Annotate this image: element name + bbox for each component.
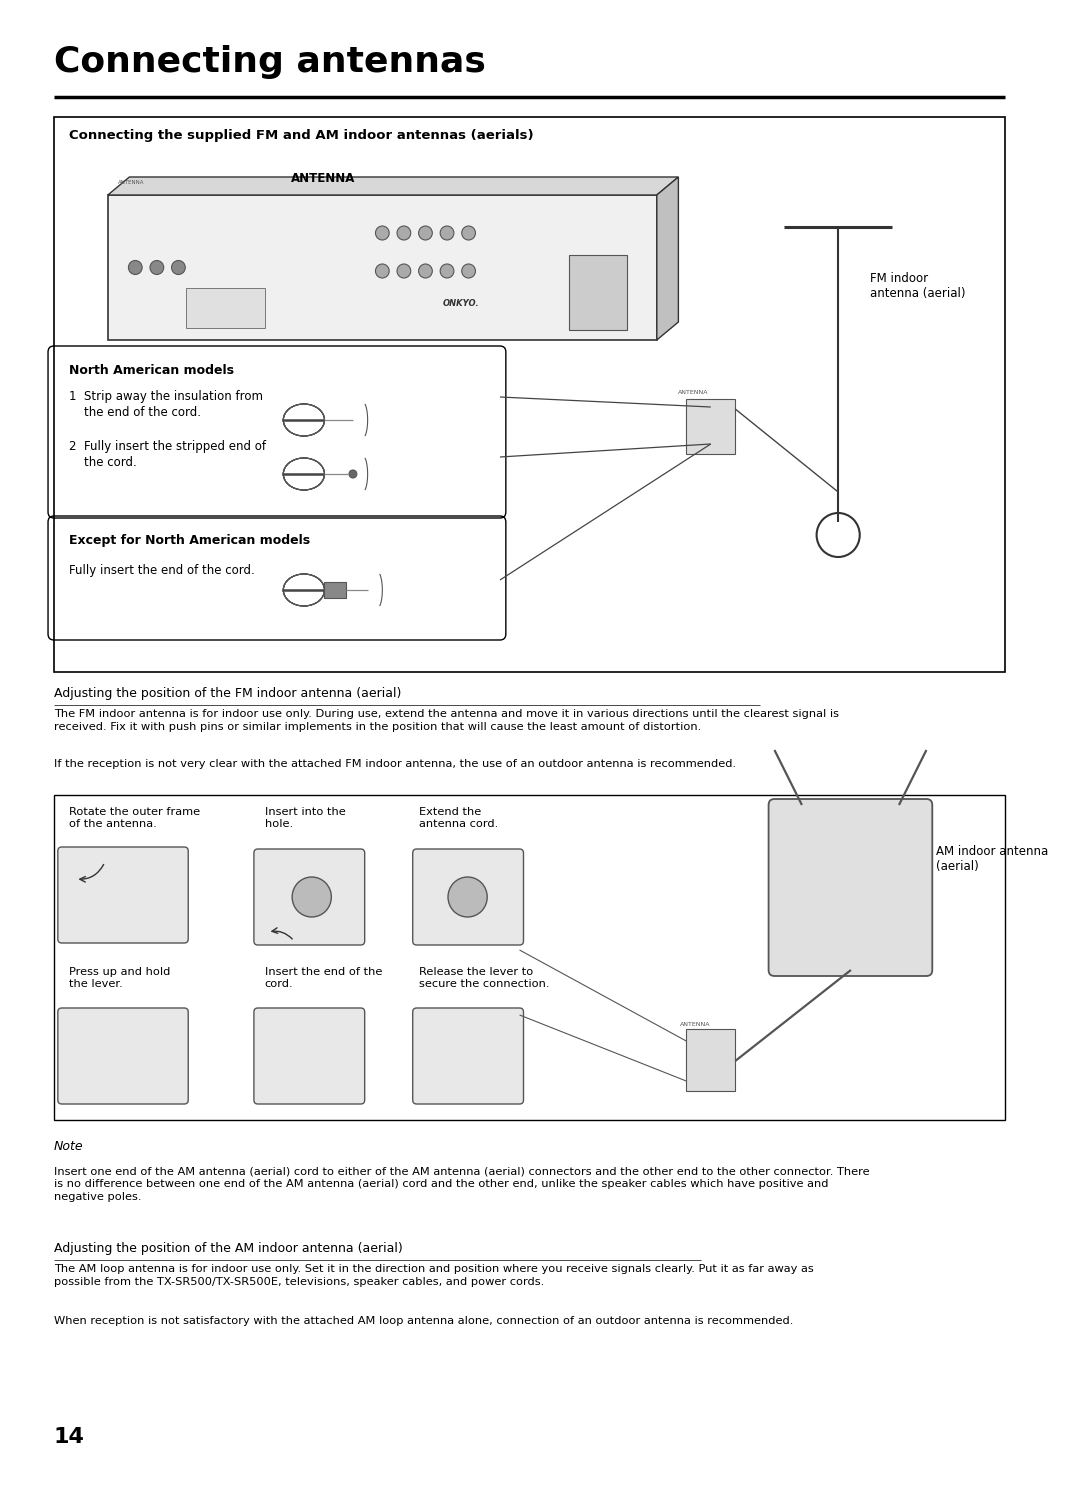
FancyBboxPatch shape — [769, 799, 932, 976]
FancyBboxPatch shape — [58, 846, 188, 943]
Circle shape — [292, 878, 332, 918]
Circle shape — [397, 264, 410, 278]
Circle shape — [397, 226, 410, 241]
Circle shape — [172, 260, 186, 275]
Bar — [186, 288, 265, 328]
Polygon shape — [657, 177, 678, 340]
Text: The AM loop antenna is for indoor use only. Set it in the direction and position: The AM loop antenna is for indoor use on… — [54, 1264, 813, 1287]
Text: Insert into the
hole.: Insert into the hole. — [265, 806, 346, 830]
Text: 1  Strip away the insulation from
    the end of the cord.: 1 Strip away the insulation from the end… — [69, 391, 262, 419]
Circle shape — [441, 226, 454, 241]
Text: ANTENNA: ANTENNA — [678, 391, 708, 395]
Text: Adjusting the position of the AM indoor antenna (aerial): Adjusting the position of the AM indoor … — [54, 1241, 403, 1255]
Text: Extend the
antenna cord.: Extend the antenna cord. — [419, 806, 498, 830]
Text: Connecting antennas: Connecting antennas — [54, 45, 486, 79]
Text: FM indoor
antenna (aerial): FM indoor antenna (aerial) — [869, 272, 966, 300]
Text: 2  Fully insert the stripped end of
    the cord.: 2 Fully insert the stripped end of the c… — [69, 440, 266, 469]
FancyBboxPatch shape — [254, 1008, 365, 1103]
Text: AM indoor antenna
(aerial): AM indoor antenna (aerial) — [936, 845, 1049, 873]
FancyBboxPatch shape — [58, 1008, 188, 1103]
Circle shape — [150, 260, 164, 275]
Text: If the reception is not very clear with the attached FM indoor antenna, the use : If the reception is not very clear with … — [54, 759, 737, 769]
Text: North American models: North American models — [69, 364, 233, 377]
Circle shape — [419, 264, 432, 278]
Text: Rotate the outer frame
of the antenna.: Rotate the outer frame of the antenna. — [69, 806, 200, 830]
Circle shape — [462, 264, 475, 278]
FancyBboxPatch shape — [254, 849, 365, 944]
Text: Release the lever to
secure the connection.: Release the lever to secure the connecti… — [419, 967, 549, 989]
Text: Connecting the supplied FM and AM indoor antennas (aerials): Connecting the supplied FM and AM indoor… — [69, 129, 534, 143]
FancyBboxPatch shape — [413, 1008, 524, 1103]
Text: ANTENNA: ANTENNA — [680, 1022, 711, 1028]
Text: 14: 14 — [54, 1427, 85, 1446]
Text: ANTENNA: ANTENNA — [292, 172, 355, 186]
Text: ONKYO.: ONKYO. — [443, 298, 480, 307]
Bar — [108, 195, 657, 340]
Text: Fully insert the end of the cord.: Fully insert the end of the cord. — [69, 564, 255, 578]
Circle shape — [376, 264, 389, 278]
Text: When reception is not satisfactory with the attached AM loop antenna alone, conn: When reception is not satisfactory with … — [54, 1316, 794, 1326]
Circle shape — [462, 226, 475, 241]
Bar — [686, 399, 735, 454]
Text: Adjusting the position of the FM indoor antenna (aerial): Adjusting the position of the FM indoor … — [54, 688, 402, 699]
Text: Note: Note — [54, 1140, 83, 1152]
Circle shape — [419, 226, 432, 241]
Bar — [54, 117, 1004, 673]
Text: Except for North American models: Except for North American models — [69, 535, 310, 546]
Circle shape — [441, 264, 454, 278]
Text: ANTENNA: ANTENNA — [118, 181, 144, 186]
Bar — [568, 255, 627, 330]
Bar — [324, 582, 346, 598]
Text: The FM indoor antenna is for indoor use only. During use, extend the antenna and: The FM indoor antenna is for indoor use … — [54, 708, 839, 732]
Circle shape — [129, 260, 143, 275]
Bar — [54, 794, 1004, 1120]
Bar — [686, 1029, 735, 1091]
Circle shape — [376, 226, 389, 241]
FancyBboxPatch shape — [413, 849, 524, 944]
Circle shape — [349, 469, 356, 478]
Text: Insert one end of the AM antenna (aerial) cord to either of the AM antenna (aeri: Insert one end of the AM antenna (aerial… — [54, 1166, 869, 1203]
Text: Press up and hold
the lever.: Press up and hold the lever. — [69, 967, 170, 989]
Circle shape — [448, 878, 487, 918]
Text: Insert the end of the
cord.: Insert the end of the cord. — [265, 967, 382, 989]
Polygon shape — [108, 177, 678, 195]
